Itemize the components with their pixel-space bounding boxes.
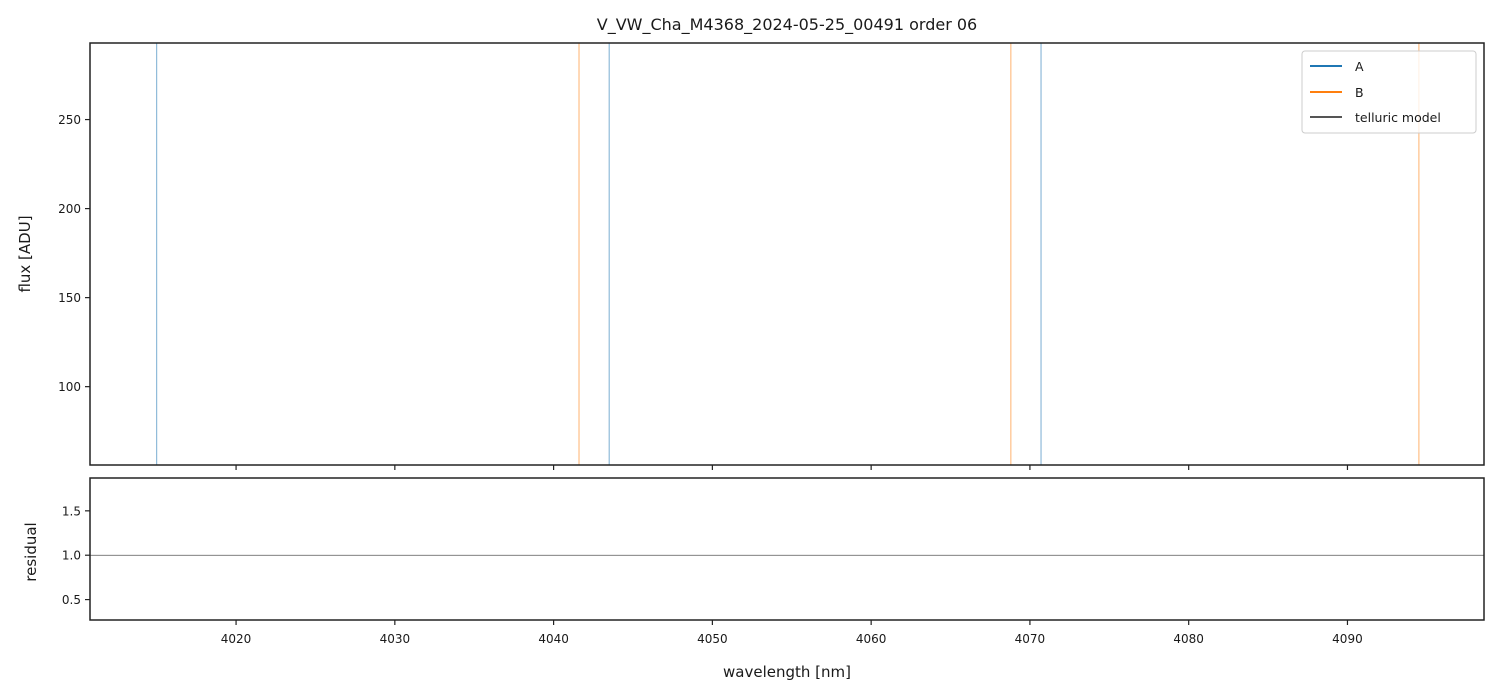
- residual-plot-area: [90, 554, 1484, 556]
- legend-label-a: A: [1355, 59, 1364, 74]
- legend: A B telluric model: [1301, 50, 1477, 134]
- residual-x-tick-label: 4050: [697, 632, 728, 646]
- residual-x-tick-label: 4090: [1332, 632, 1363, 646]
- residual-x-tick-label: 4070: [1015, 632, 1046, 646]
- residual-x-tick-label: 4060: [856, 632, 887, 646]
- chart-title: V_VW_Cha_M4368_2024-05-25_00491 order 06: [597, 15, 977, 35]
- residual-y-tick-label: 1.0: [62, 549, 81, 563]
- residual-x-tick-label: 4040: [538, 632, 569, 646]
- legend-box: [1301, 50, 1477, 134]
- flux-y-tick-label: 250: [58, 113, 81, 127]
- legend-label-telluric: telluric model: [1355, 110, 1441, 125]
- flux-x-ticks: [235, 465, 1349, 470]
- legend-label-b: B: [1355, 85, 1364, 100]
- flux-y-ticks: 100 150 200 250: [58, 113, 90, 394]
- residual-y-tick-label: 1.5: [62, 504, 81, 518]
- flux-plot-area: [156, 43, 1420, 465]
- x-axis-label: wavelength [nm]: [723, 663, 851, 681]
- residual-x-tick-label: 4080: [1173, 632, 1204, 646]
- flux-y-tick-label: 150: [58, 291, 81, 305]
- residual-y-axis-label: residual: [22, 522, 40, 581]
- residual-panel: 0.51.01.5 4020 4030 4040 4050 4060 4070 4080 40…: [22, 477, 1485, 681]
- flux-y-tick-label: 200: [58, 202, 81, 216]
- flux-axes-frame: [89, 42, 1485, 466]
- flux-y-axis-label: flux [ADU]: [16, 215, 34, 292]
- residual-x-tick-label: 4030: [380, 632, 411, 646]
- flux-panel: 100 150 200 250 flux [ADU] A B telluric mod…: [16, 42, 1485, 470]
- residual-axes-frame: [89, 477, 1485, 621]
- residual-x-ticks: 4020 4030 4040 4050 4060 4070 4080 4090: [221, 620, 1363, 646]
- residual-y-tick-label: 0.5: [62, 593, 81, 607]
- residual-y-ticks: 0.5 1.0 1.5: [62, 504, 90, 607]
- residual-x-tick-label: 4020: [221, 632, 252, 646]
- flux-y-tick-label: 100: [58, 380, 81, 394]
